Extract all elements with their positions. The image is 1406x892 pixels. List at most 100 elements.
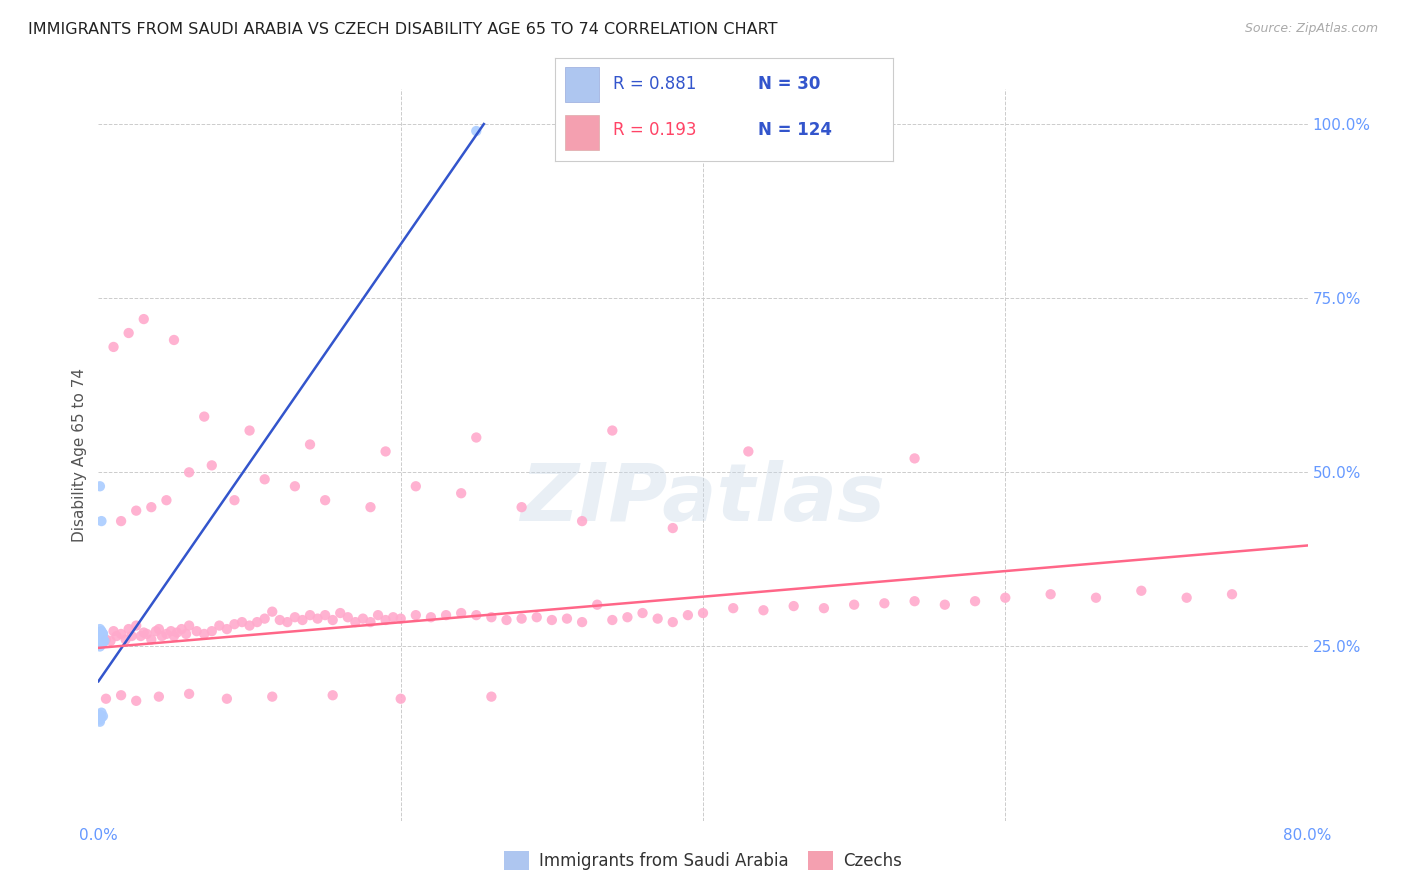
Y-axis label: Disability Age 65 to 74: Disability Age 65 to 74 (72, 368, 87, 542)
Point (262, 605, 284, 619)
Point (141, 500, 163, 515)
Text: R = 0.193: R = 0.193 (613, 121, 696, 139)
Point (465, 124, 488, 138)
Point (374, 613, 396, 627)
Point (1085, 591, 1108, 605)
Point (844, 598, 866, 612)
Point (352, 612, 374, 626)
Legend: Immigrants from Saudi Arabia, Czechs: Immigrants from Saudi Arabia, Czechs (495, 842, 911, 878)
Point (89, 636, 111, 650)
Point (783, 599, 806, 613)
Point (526, 610, 548, 624)
Point (215, 622, 238, 636)
Point (103, 624, 125, 639)
Point (186, 624, 208, 639)
Point (93, 634, 115, 648)
Point (193, 409, 215, 424)
Point (360, 500, 382, 515)
Point (314, 608, 336, 623)
Point (322, 688, 344, 702)
Point (132, 625, 155, 640)
Point (145, 624, 167, 639)
Point (1039, 587, 1062, 601)
Point (110, 688, 132, 702)
Point (291, 613, 314, 627)
Point (201, 624, 224, 639)
Point (141, 632, 163, 647)
Point (132, 312, 155, 326)
Point (179, 618, 201, 632)
Point (367, 608, 389, 623)
Point (129, 629, 152, 643)
Point (148, 690, 170, 704)
Point (90, 514, 112, 528)
Point (307, 612, 329, 626)
Point (118, 622, 141, 636)
Point (495, 613, 517, 627)
Point (662, 615, 685, 629)
Point (94, 691, 117, 706)
Point (125, 503, 148, 517)
Point (89, 479, 111, 493)
Point (160, 624, 183, 639)
Point (873, 596, 896, 610)
Point (208, 618, 231, 632)
Bar (565, 67, 599, 102)
Point (89, 634, 111, 648)
Point (110, 514, 132, 528)
Point (374, 444, 396, 458)
Point (571, 615, 593, 629)
Point (90, 627, 112, 641)
Point (299, 608, 322, 623)
Point (231, 615, 253, 629)
Point (110, 627, 132, 641)
Point (1175, 591, 1198, 605)
Point (89, 622, 111, 636)
Point (91, 632, 114, 647)
Bar (565, 115, 599, 150)
Point (103, 340, 125, 354)
Point (510, 500, 533, 515)
Point (571, 514, 593, 528)
Point (555, 612, 578, 626)
Point (125, 694, 148, 708)
Point (155, 627, 177, 641)
Text: R = 0.881: R = 0.881 (613, 75, 696, 93)
Point (269, 613, 291, 627)
Point (89, 625, 111, 640)
Point (631, 606, 654, 620)
Point (155, 493, 177, 508)
Point (224, 493, 246, 508)
Point (94, 632, 117, 647)
Point (166, 625, 188, 640)
Point (752, 603, 775, 617)
Point (405, 479, 427, 493)
Point (813, 601, 835, 615)
Point (90, 629, 112, 643)
Text: IMMIGRANTS FROM SAUDI ARABIA VS CZECH DISABILITY AGE 65 TO 74 CORRELATION CHART: IMMIGRANTS FROM SAUDI ARABIA VS CZECH DI… (28, 22, 778, 37)
Point (344, 615, 367, 629)
Point (90, 629, 112, 643)
Point (89, 629, 111, 643)
Point (420, 610, 443, 624)
Point (299, 437, 322, 451)
Point (481, 690, 503, 704)
Point (540, 613, 562, 627)
Point (90, 632, 112, 647)
Point (170, 622, 193, 636)
Point (150, 629, 173, 643)
Point (163, 629, 186, 643)
Point (89, 713, 111, 727)
Point (647, 612, 669, 626)
Point (163, 333, 186, 347)
Point (90, 624, 112, 639)
Point (262, 690, 284, 704)
Point (135, 627, 157, 641)
Point (389, 612, 412, 626)
Point (405, 608, 427, 623)
Point (91, 627, 114, 641)
Point (994, 591, 1017, 605)
Point (314, 493, 336, 508)
Point (465, 430, 488, 444)
Point (148, 622, 170, 636)
